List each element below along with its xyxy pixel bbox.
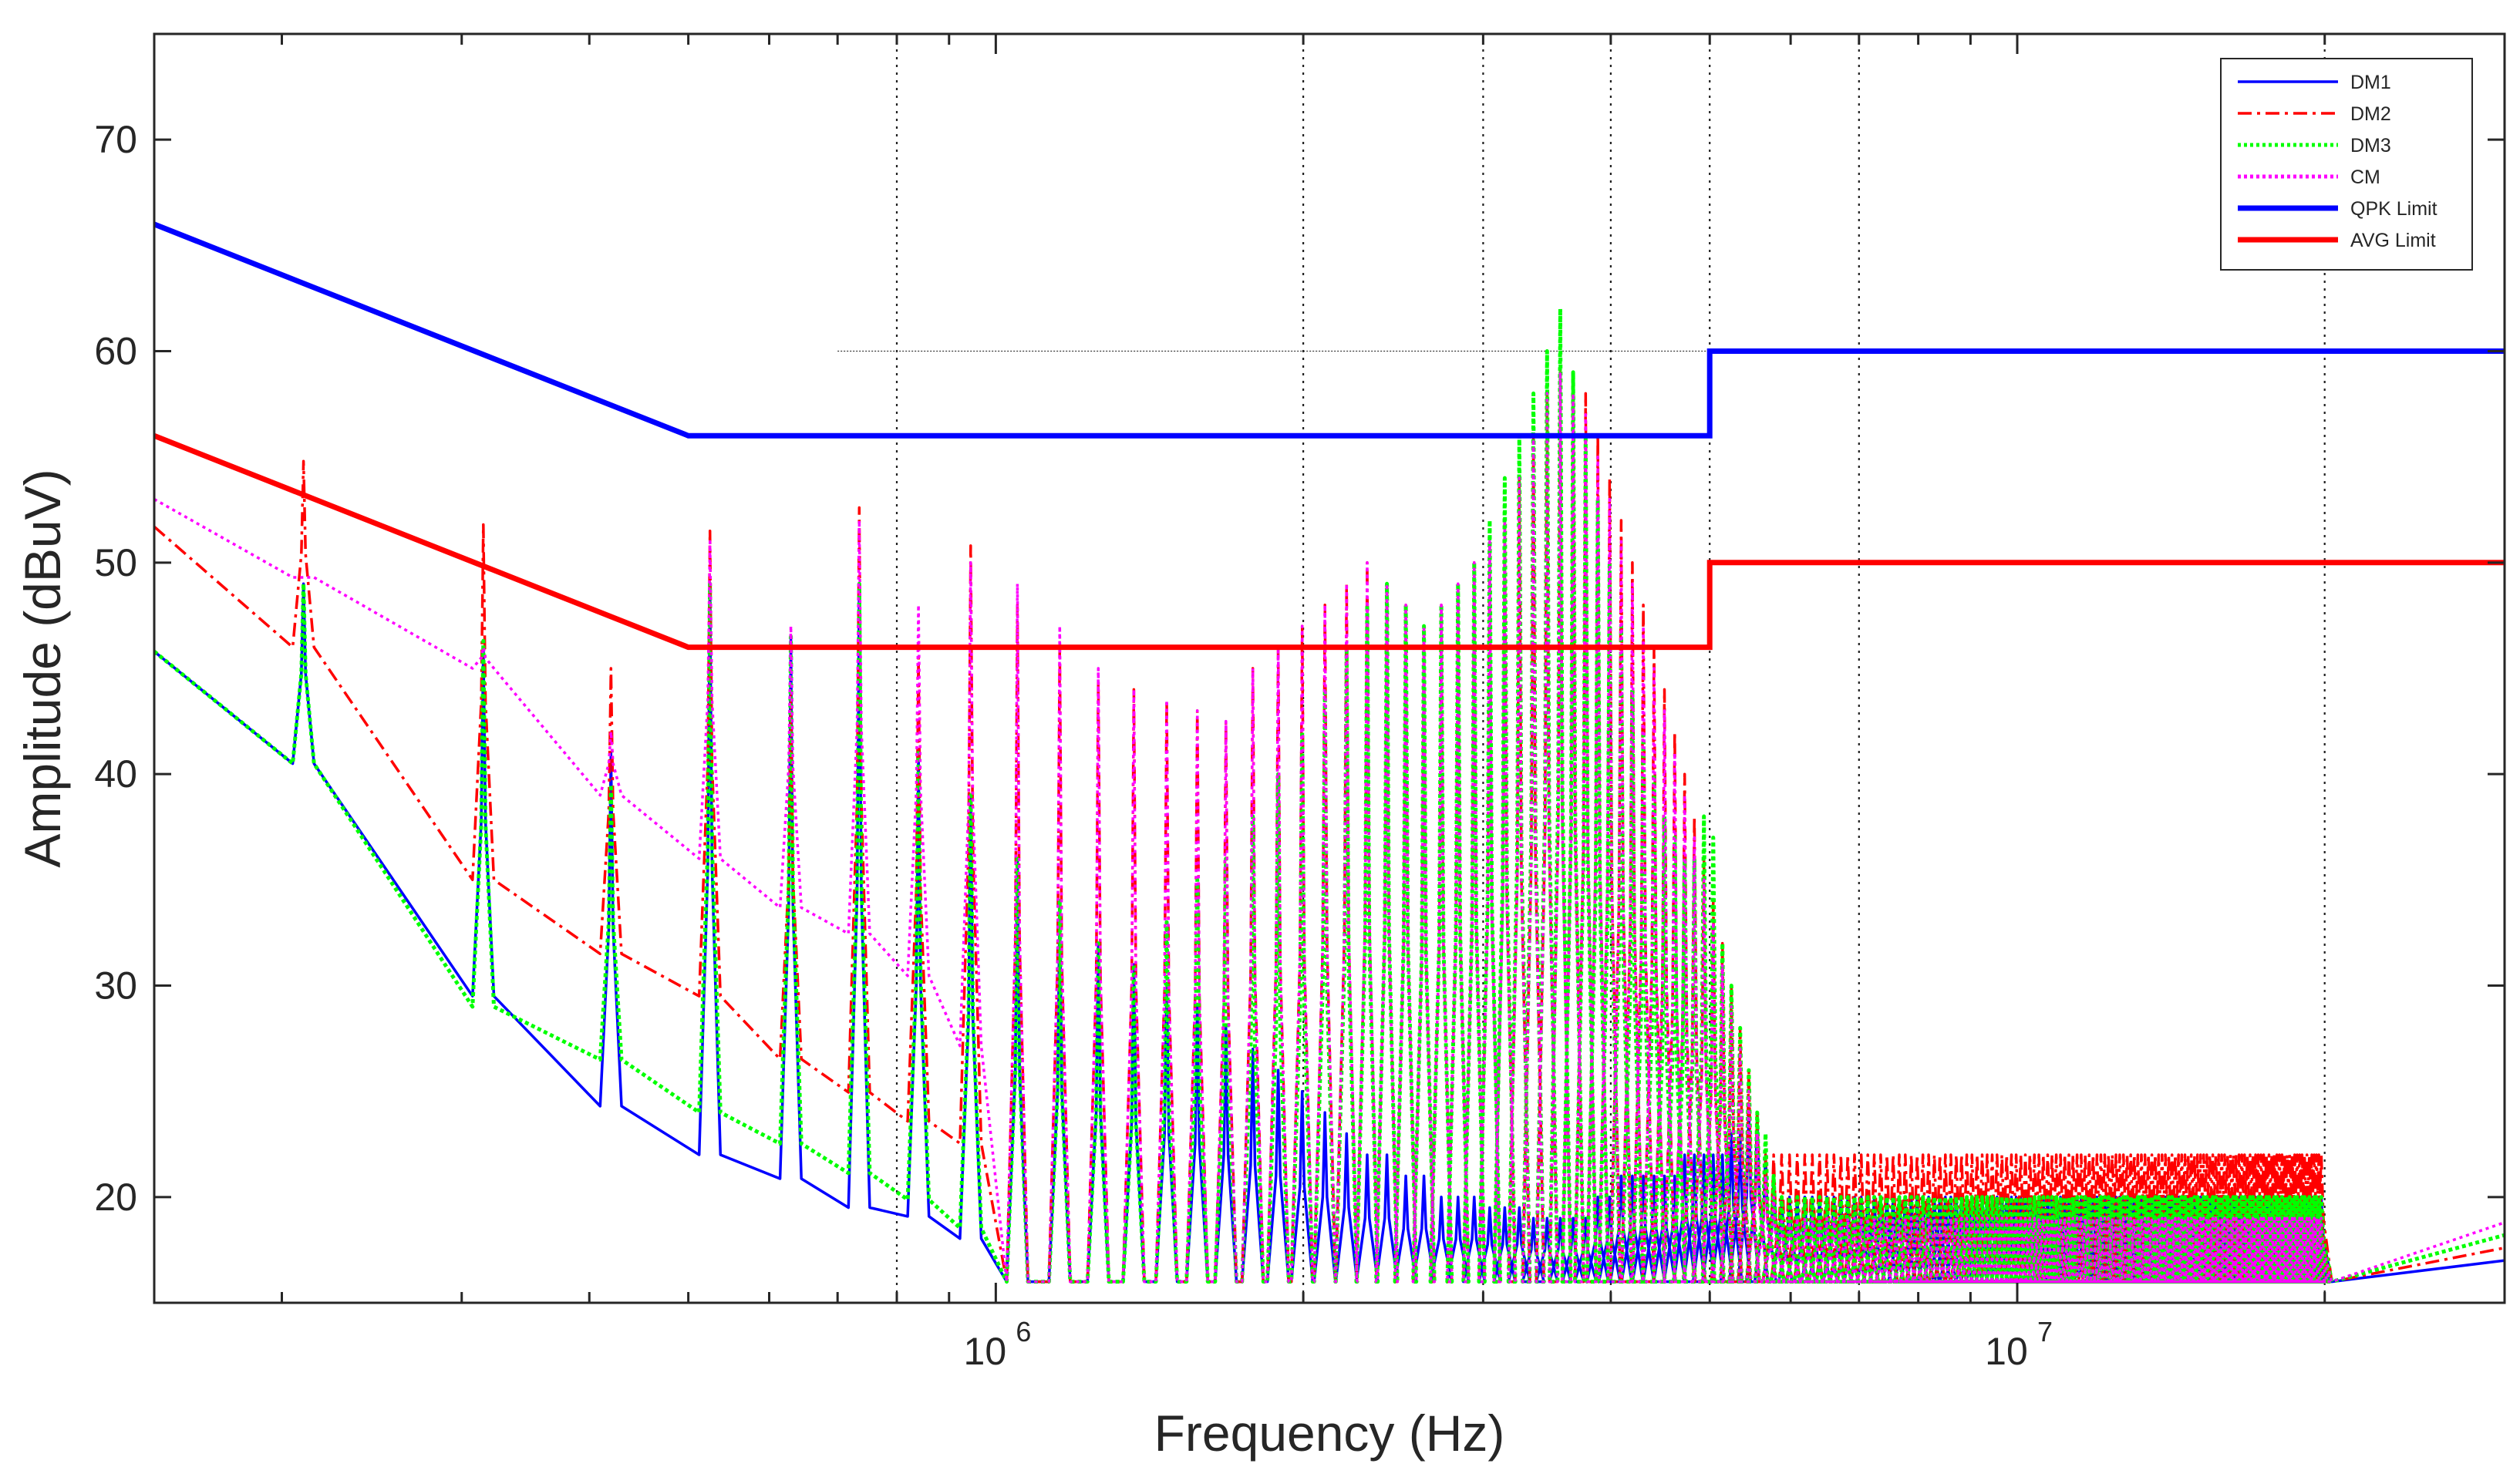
- legend-box: [2220, 58, 2473, 271]
- y-axis-title: Amplitude (dBuV): [14, 469, 71, 867]
- legend-label: DM2: [2350, 103, 2391, 125]
- legend-label: DM1: [2350, 72, 2391, 93]
- legend-label: QPK Limit: [2350, 198, 2437, 220]
- x-tick-label-exponent: 6: [1016, 1316, 1031, 1348]
- x-tick-label: 10: [1985, 1330, 2028, 1373]
- y-tick-label: 30: [94, 964, 137, 1008]
- legend-label: CM: [2350, 167, 2380, 188]
- y-tick-label: 40: [94, 752, 137, 796]
- y-tick-label: 50: [94, 541, 137, 584]
- axes-box: [153, 32, 2506, 1304]
- legend: DM1 DM2 DM3 CM QPK Limit AVG Limit: [2220, 58, 2473, 271]
- x-tick-label: 10: [964, 1330, 1007, 1373]
- series-cm-line: [154, 371, 2505, 1284]
- avg-limit-line: [154, 432, 2505, 651]
- legend-label: AVG Limit: [2350, 230, 2436, 251]
- limit-layer: [154, 221, 2505, 651]
- legend-label: DM3: [2350, 135, 2391, 156]
- x-axis-title: Frequency (Hz): [1154, 1405, 1505, 1462]
- qpk-limit-line: [154, 221, 2505, 439]
- y-tick-label: 70: [94, 118, 137, 161]
- plot-area: [154, 34, 2505, 1303]
- tick-layer: 20 30 40 50 60 70 10 6 10 7: [94, 34, 2506, 1373]
- series-layer: [154, 307, 2505, 1284]
- x-tick-label-exponent: 7: [2037, 1316, 2053, 1348]
- y-tick-label: 60: [94, 330, 137, 373]
- y-tick-label: 20: [94, 1176, 137, 1219]
